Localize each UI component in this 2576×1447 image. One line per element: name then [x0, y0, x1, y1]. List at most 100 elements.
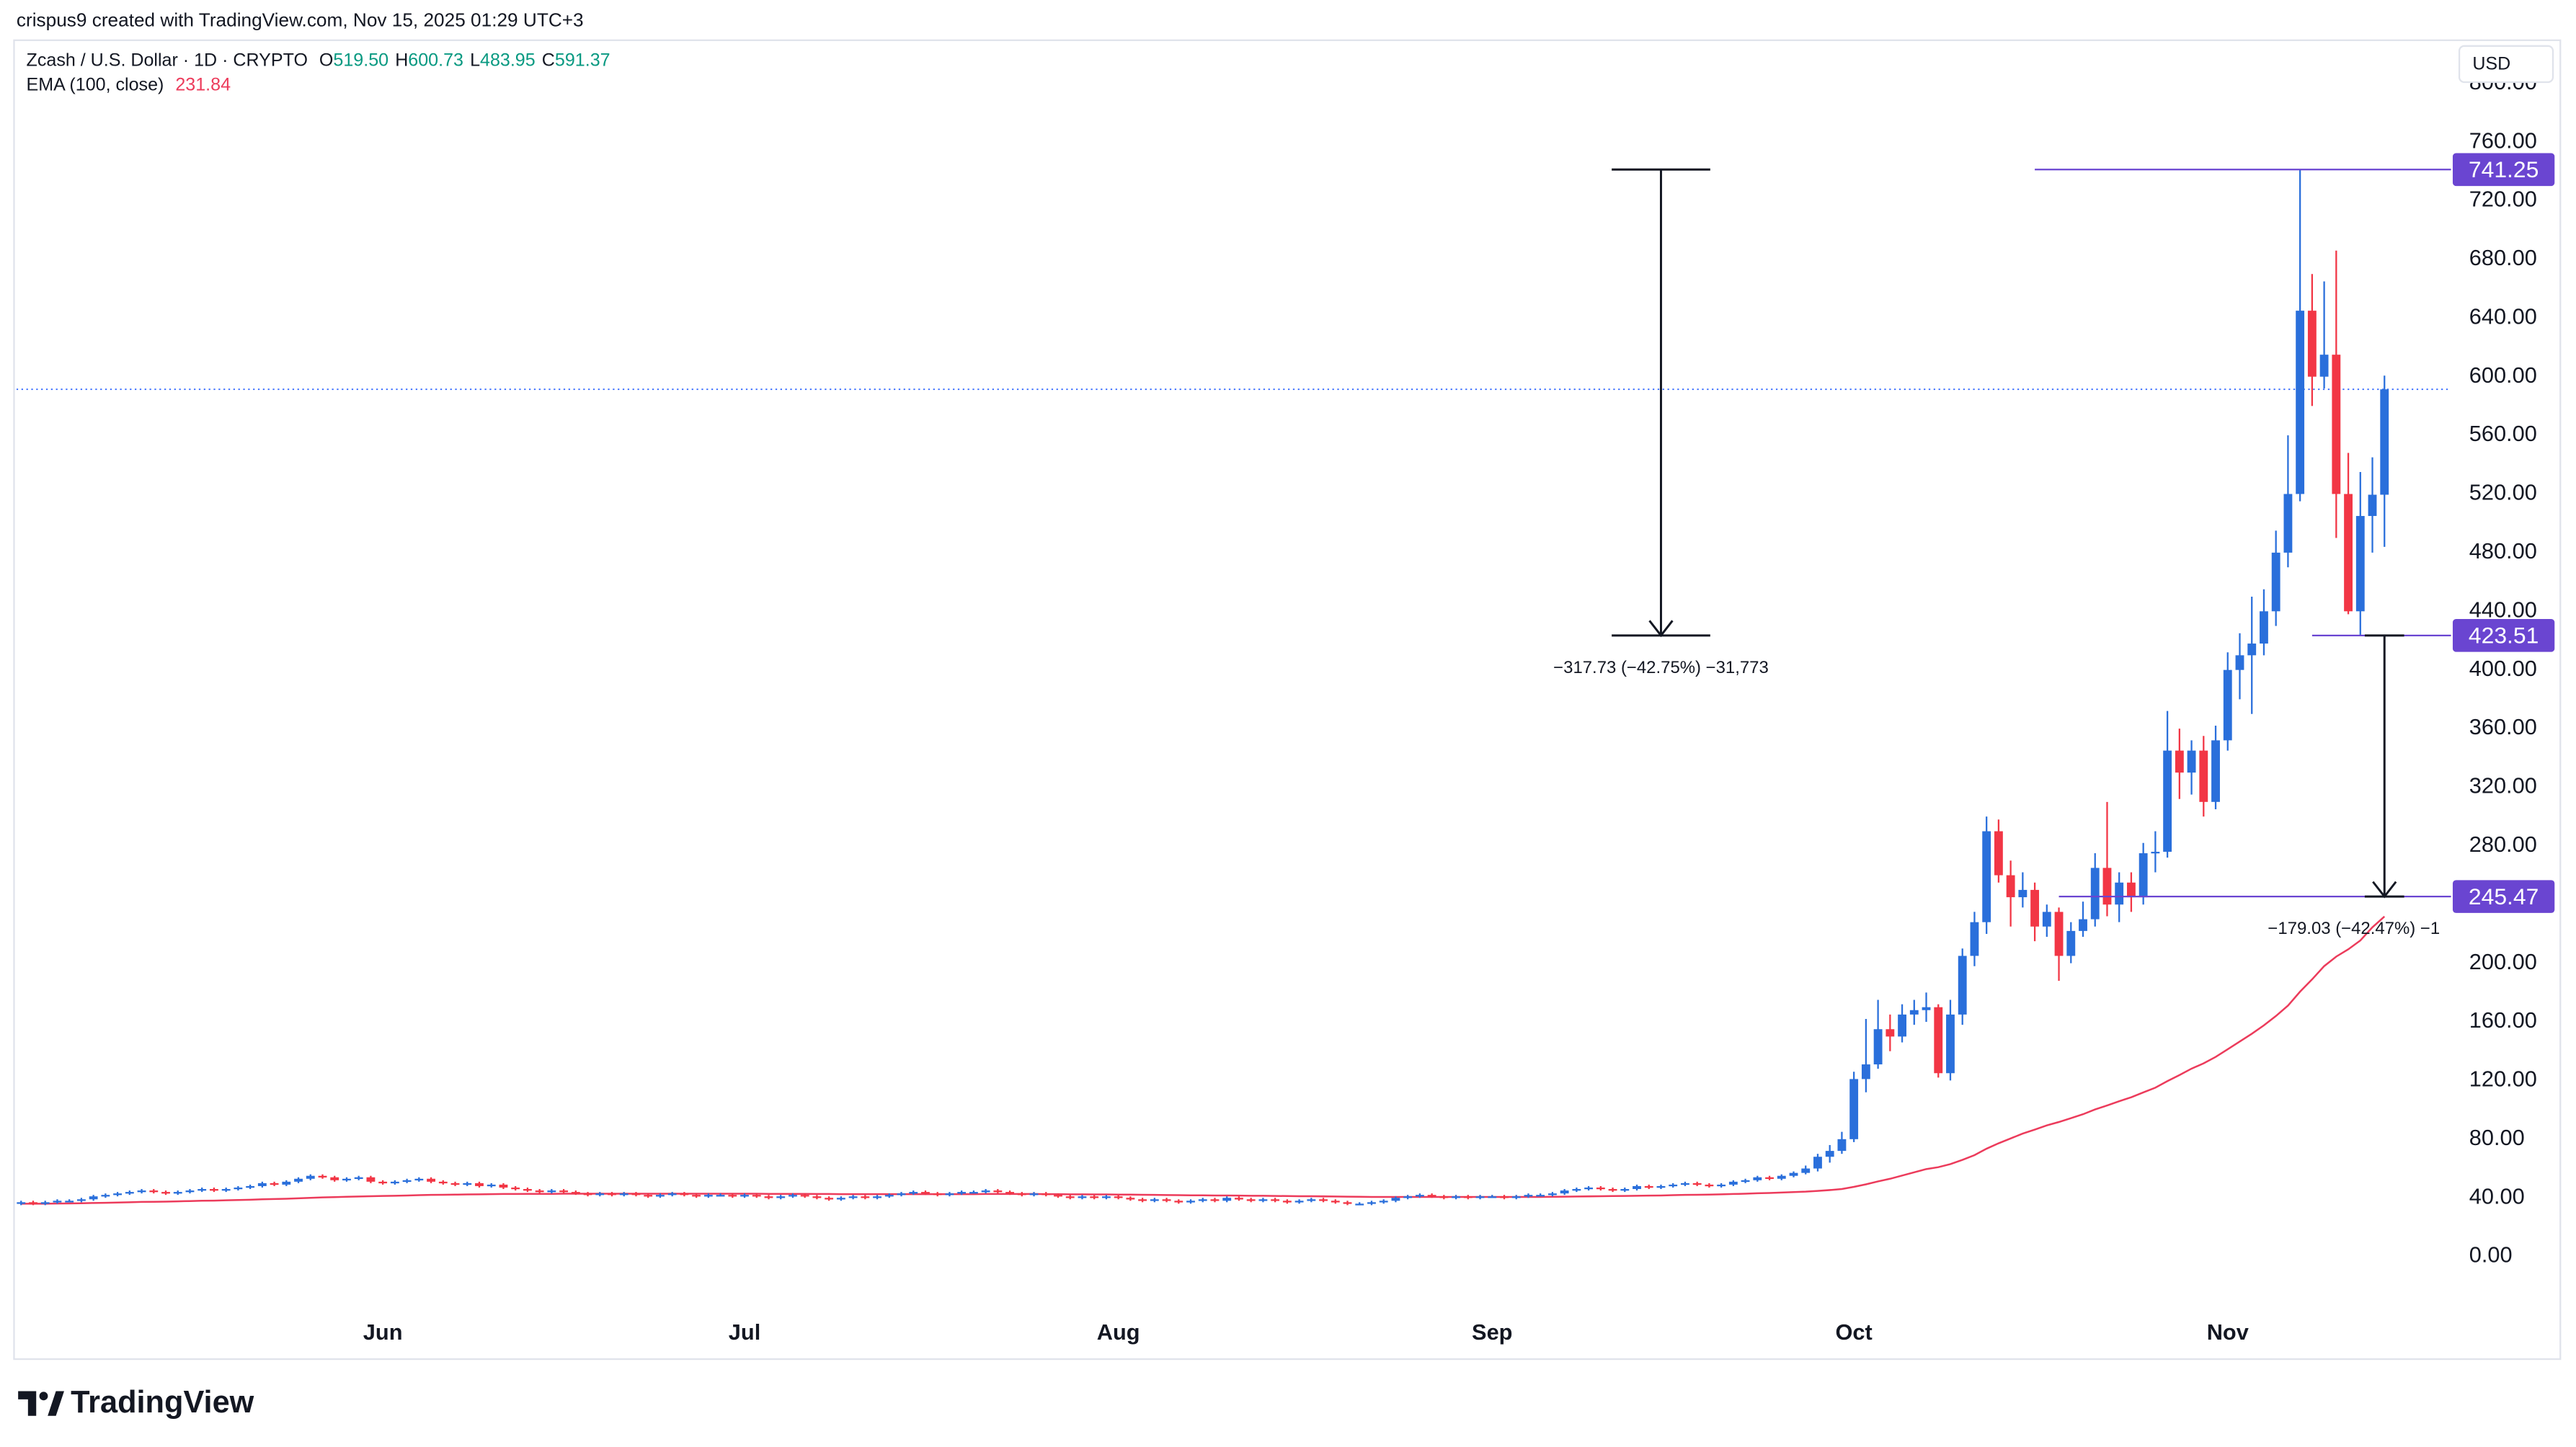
candle-body: [2163, 750, 2172, 852]
legend-line: EMA (100, close) 231.84: [27, 74, 231, 94]
candle-body: [1644, 1185, 1653, 1188]
candle-body: [1741, 1180, 1750, 1183]
candle-body: [1427, 1195, 1436, 1197]
y-tick-label: 160.00: [2469, 1007, 2537, 1033]
candle-body: [740, 1195, 749, 1197]
candle-body: [366, 1177, 376, 1182]
price-badge: [2452, 153, 2555, 187]
legend-line: Zcash / U.S. Dollar · 1D · CRYPTO O519.50…: [27, 50, 610, 70]
candle-body: [2115, 882, 2124, 905]
measure-arrow: [2372, 881, 2397, 899]
y-tick-label: 520.00: [2469, 480, 2537, 505]
candle-body: [993, 1190, 1003, 1193]
candle-body: [354, 1177, 363, 1180]
candle-body: [197, 1189, 207, 1191]
price-badge: [2452, 619, 2555, 652]
candle-body: [2006, 875, 2015, 898]
candle-body: [884, 1195, 894, 1197]
candle-body: [2260, 611, 2268, 644]
y-tick-label: 440.00: [2469, 597, 2537, 622]
legend-value: 591.37: [555, 50, 610, 70]
candle-body: [390, 1181, 399, 1184]
candle-body: [282, 1181, 291, 1185]
x-tick-label: Aug: [1097, 1319, 1140, 1345]
candle-body: [873, 1196, 881, 1198]
candle-body: [1511, 1196, 1521, 1198]
candle-body: [161, 1192, 170, 1194]
candle-body: [463, 1183, 472, 1185]
candle-body: [2042, 912, 2051, 927]
candle-body: [644, 1195, 653, 1197]
candle-body: [53, 1201, 62, 1203]
candle-body: [402, 1180, 412, 1183]
candle-body: [1379, 1201, 1388, 1203]
legend-value: 483.95: [480, 50, 536, 70]
candle-body: [1873, 1029, 1883, 1065]
y-tick-label: 560.00: [2469, 421, 2537, 446]
candle-body: [2283, 494, 2293, 553]
candle-body: [1090, 1196, 1099, 1198]
candle-body: [234, 1187, 243, 1190]
candle-body: [2211, 740, 2220, 802]
candle-body: [1294, 1201, 1304, 1203]
candle-body: [378, 1181, 388, 1184]
legend-key: C: [542, 50, 555, 70]
y-tick-label: 200.00: [2469, 949, 2537, 974]
candle-body: [414, 1178, 424, 1181]
y-tick-label: 80.00: [2469, 1125, 2525, 1150]
candle-body: [1138, 1199, 1147, 1201]
candle-body: [1982, 831, 1991, 922]
candle-body: [1777, 1175, 1786, 1179]
candle-body: [1391, 1198, 1400, 1201]
candle-body: [848, 1196, 858, 1198]
candle-body: [583, 1193, 592, 1196]
candle-body: [294, 1178, 303, 1182]
candle-body: [547, 1190, 556, 1193]
candle-body: [1307, 1199, 1316, 1201]
candle-body: [2138, 853, 2148, 898]
series-last-value: 231.84: [175, 74, 231, 94]
candle-body: [246, 1185, 255, 1188]
candle-body: [1524, 1195, 1533, 1197]
candle-body: [825, 1198, 834, 1200]
symbol-title: Zcash / U.S. Dollar · 1D · CRYPTO: [27, 50, 308, 70]
candle-body: [933, 1193, 942, 1196]
y-tick-label: 360.00: [2469, 714, 2537, 739]
candle-body: [1946, 1014, 1955, 1074]
candle-body: [2199, 750, 2208, 802]
attribution: crispus9 created with TradingView.com, N…: [17, 9, 584, 31]
logo-slash: [48, 1391, 64, 1416]
candle-body: [257, 1183, 267, 1186]
candle-body: [2151, 852, 2160, 854]
candle-body: [1801, 1168, 1811, 1173]
candle-body: [1934, 1007, 1943, 1074]
candle-body: [1970, 922, 1979, 956]
x-tick-label: Oct: [1836, 1319, 1873, 1345]
candle-body: [1681, 1183, 1689, 1185]
y-tick-label: 0.00: [2469, 1242, 2513, 1268]
candle-body: [1319, 1199, 1328, 1201]
candle-body: [65, 1201, 74, 1203]
candle-body: [619, 1193, 629, 1196]
candle-body: [185, 1190, 195, 1193]
candle-body: [1041, 1193, 1051, 1196]
legend-value: 519.50: [333, 50, 388, 70]
candle-body: [595, 1193, 605, 1196]
candle-body: [559, 1190, 569, 1193]
candle-body: [1331, 1201, 1340, 1203]
candle-body: [450, 1183, 460, 1185]
candle-body: [1258, 1199, 1268, 1201]
candle-body: [1958, 956, 1967, 1015]
candle-body: [1343, 1202, 1352, 1204]
candle-body: [1560, 1190, 1569, 1194]
candle-body: [571, 1192, 580, 1194]
candle-body: [1633, 1185, 1641, 1190]
candle-body: [1101, 1196, 1111, 1198]
candle-body: [812, 1196, 822, 1198]
candle-body: [1608, 1189, 1617, 1191]
candle-body: [1198, 1199, 1207, 1201]
candle-body: [764, 1196, 773, 1198]
candle-body: [1210, 1199, 1220, 1201]
candle-body: [1837, 1139, 1847, 1152]
currency-label: USD: [2472, 54, 2510, 74]
